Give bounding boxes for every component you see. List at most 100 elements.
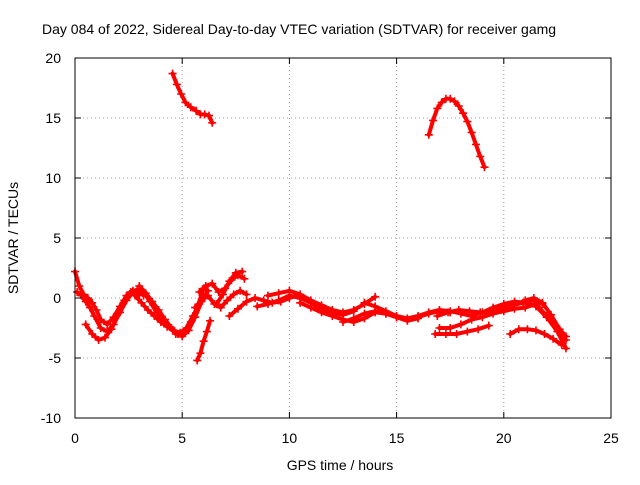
data-point bbox=[225, 277, 234, 286]
data-layer bbox=[71, 69, 570, 365]
data-point bbox=[437, 98, 446, 107]
data-point bbox=[414, 312, 423, 320]
x-tick-label: 10 bbox=[282, 430, 298, 446]
data-point bbox=[137, 298, 146, 307]
data-point bbox=[339, 318, 347, 326]
data-point bbox=[195, 288, 204, 296]
data-point bbox=[371, 302, 380, 311]
data-point bbox=[263, 300, 272, 308]
data-point bbox=[92, 306, 101, 314]
data-point bbox=[306, 303, 315, 312]
data-point bbox=[177, 90, 186, 98]
data-point bbox=[214, 288, 223, 296]
data-point bbox=[555, 325, 564, 334]
data-point bbox=[94, 336, 103, 344]
data-point bbox=[467, 128, 476, 137]
data-point bbox=[218, 290, 227, 299]
data-point bbox=[197, 296, 206, 305]
data-point bbox=[88, 298, 97, 307]
data-point bbox=[216, 303, 225, 312]
x-tick-label: 0 bbox=[71, 430, 79, 446]
data-point bbox=[529, 294, 538, 302]
data-point bbox=[510, 304, 519, 313]
data-point bbox=[203, 291, 212, 300]
data-point bbox=[120, 296, 129, 305]
data-point bbox=[429, 116, 438, 125]
data-point bbox=[139, 288, 148, 296]
data-point bbox=[242, 297, 251, 306]
data-point bbox=[538, 298, 547, 307]
data-point bbox=[274, 289, 283, 298]
data-point bbox=[381, 307, 390, 316]
data-point bbox=[349, 306, 358, 314]
data-point bbox=[135, 282, 144, 290]
data-point bbox=[360, 298, 369, 307]
data-point bbox=[444, 308, 453, 317]
data-point bbox=[196, 349, 205, 358]
series-arc-22 bbox=[521, 294, 570, 341]
data-point bbox=[510, 297, 519, 306]
y-tick-label: -10 bbox=[41, 410, 61, 426]
data-point bbox=[101, 333, 110, 342]
x-axis-label: GPS time / hours bbox=[287, 457, 394, 473]
data-point bbox=[223, 296, 232, 305]
data-point bbox=[489, 303, 498, 312]
data-point bbox=[77, 291, 86, 300]
series-trail bbox=[83, 287, 146, 342]
data-point bbox=[188, 312, 197, 320]
data-point bbox=[435, 306, 444, 314]
data-point bbox=[233, 304, 242, 313]
data-point bbox=[328, 312, 337, 320]
data-point bbox=[163, 322, 172, 331]
series-arc-13 bbox=[263, 286, 380, 317]
data-point bbox=[531, 326, 540, 335]
data-point bbox=[549, 334, 558, 343]
data-point bbox=[212, 300, 221, 308]
data-point bbox=[349, 314, 358, 323]
series-trail bbox=[255, 293, 356, 317]
data-point bbox=[150, 312, 159, 320]
data-point bbox=[452, 330, 461, 338]
data-point bbox=[484, 321, 493, 330]
data-point bbox=[454, 306, 463, 314]
data-point bbox=[561, 344, 570, 353]
data-point bbox=[371, 292, 380, 301]
y-tick-label: 15 bbox=[45, 110, 61, 126]
data-point bbox=[403, 314, 412, 323]
data-point bbox=[229, 290, 238, 299]
data-point bbox=[181, 98, 190, 107]
series-arc-23 bbox=[168, 69, 217, 127]
data-point bbox=[467, 312, 476, 320]
data-point bbox=[200, 110, 209, 119]
data-point bbox=[202, 327, 211, 336]
data-point bbox=[456, 320, 465, 329]
data-point bbox=[476, 152, 485, 161]
data-point bbox=[531, 302, 540, 311]
data-point bbox=[521, 296, 530, 305]
data-point bbox=[561, 332, 570, 341]
data-point bbox=[463, 327, 472, 336]
data-point bbox=[107, 325, 116, 334]
data-point bbox=[73, 288, 82, 296]
data-point bbox=[253, 302, 262, 311]
chart-title: Day 084 of 2022, Sidereal Day-to-day VTE… bbox=[42, 21, 556, 37]
series-arc-7 bbox=[193, 316, 215, 365]
data-point bbox=[463, 117, 472, 126]
data-point bbox=[499, 307, 508, 316]
y-tick-label: 10 bbox=[45, 170, 61, 186]
data-point bbox=[172, 80, 181, 89]
data-point bbox=[506, 330, 515, 338]
data-point bbox=[450, 97, 459, 106]
series-arc-3 bbox=[81, 285, 148, 344]
data-point bbox=[81, 320, 90, 329]
data-point bbox=[339, 308, 347, 317]
data-point bbox=[474, 325, 483, 334]
data-point bbox=[317, 308, 326, 317]
data-point bbox=[208, 279, 217, 288]
data-point bbox=[126, 288, 135, 296]
data-point bbox=[274, 296, 283, 305]
data-point bbox=[208, 118, 217, 127]
data-point bbox=[514, 325, 523, 334]
data-point bbox=[199, 337, 208, 346]
